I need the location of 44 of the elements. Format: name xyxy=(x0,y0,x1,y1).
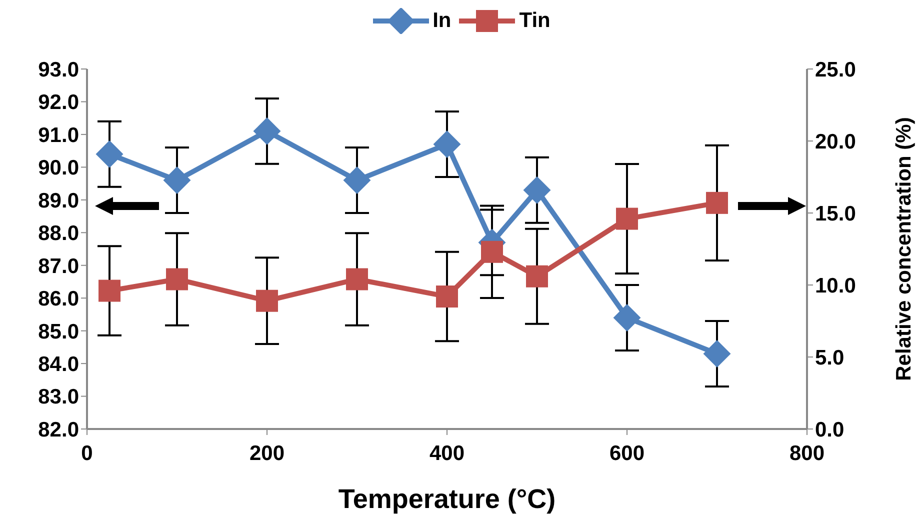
point xyxy=(613,304,641,332)
y2-tick-label: 5.0 xyxy=(815,346,844,370)
point xyxy=(523,176,551,204)
point xyxy=(703,340,731,368)
point xyxy=(256,290,278,312)
y-tick-label: 92.0 xyxy=(38,91,79,114)
y-tick-label: 89.0 xyxy=(38,189,79,212)
point xyxy=(343,166,371,194)
point xyxy=(96,140,124,168)
point xyxy=(616,208,638,230)
y2-tick-label: 25.0 xyxy=(815,58,856,82)
legend-label: Tin xyxy=(519,9,550,33)
y-tick-label: 82.0 xyxy=(38,418,79,442)
y2-tick-label: 10.0 xyxy=(815,274,856,298)
point xyxy=(526,265,548,288)
point xyxy=(433,130,461,158)
x-tick-label: 800 xyxy=(789,442,825,465)
point xyxy=(436,286,458,308)
y-tick-label: 85.0 xyxy=(38,320,79,344)
y-tick-label: 93.0 xyxy=(38,58,79,82)
y-tick-label: 91.0 xyxy=(38,124,79,147)
x-axis-title: Temperature (°C) xyxy=(338,484,556,514)
y-tick-label: 84.0 xyxy=(38,353,79,376)
y-tick-label: 90.0 xyxy=(38,156,79,180)
point xyxy=(481,240,503,263)
y-tick-label: 86.0 xyxy=(38,288,79,311)
point xyxy=(163,166,191,194)
x-tick-label: 0 xyxy=(81,442,93,465)
point xyxy=(166,268,188,290)
x-tick-label: 600 xyxy=(609,442,645,465)
y2-axis-title: Relative concentration (%) xyxy=(892,117,916,381)
x-tick-label: 200 xyxy=(249,442,285,465)
y-tick-label: 83.0 xyxy=(38,386,79,409)
y-tick-label: 88.0 xyxy=(38,222,79,246)
y2-tick-label: 20.0 xyxy=(815,130,856,154)
point xyxy=(98,280,120,302)
point xyxy=(346,268,368,290)
y2-tick-label: 15.0 xyxy=(815,202,856,226)
x-tick-label: 400 xyxy=(429,442,465,465)
y-tick-label: 87.0 xyxy=(38,254,79,278)
y2-tick-label: 0.0 xyxy=(815,418,844,442)
legend-label: In xyxy=(432,9,452,33)
point xyxy=(706,192,728,214)
point xyxy=(253,117,281,145)
